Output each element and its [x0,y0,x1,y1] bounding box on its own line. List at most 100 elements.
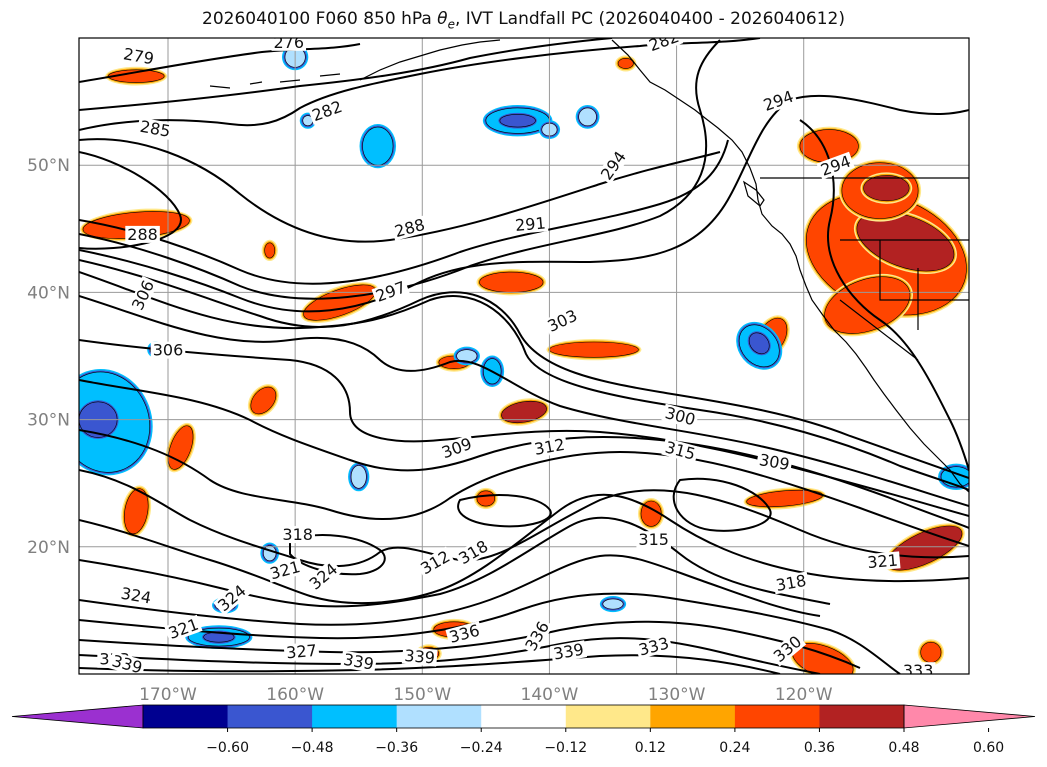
contour-label-background [900,662,936,674]
colorbar-tick-label: 0.36 [804,740,835,756]
contour-282 [79,38,613,111]
contour-306 [79,295,969,507]
contour-label-background [266,557,304,583]
colorbar-extend-low [11,704,144,729]
ivt-shade-core [602,598,624,610]
contour-label-background [531,435,569,459]
ivt-shade-core [362,126,394,166]
colorbar-tick-label: −0.48 [291,740,334,756]
contour-label-background [634,633,673,660]
contour-label-background [437,434,476,462]
contour-label-background [271,38,307,51]
contour-label-background [340,650,378,674]
contour-label-background [816,151,855,180]
ivt-shade-core [617,58,634,69]
contour-label: 339 [404,646,436,668]
colorbar-segment [565,705,651,728]
ivt-shade-core [549,341,639,358]
plot-frame [78,37,970,675]
contour-label-background [390,215,429,241]
colorbar [11,704,1036,729]
north-america-coast [611,39,969,493]
ivt-shade-core [479,271,544,293]
contour-label-background [512,214,549,235]
contour-label-background [772,571,810,595]
contour-label-background [661,403,700,429]
page-title: 2026040100 F060 850 hPa θe, IVT Landfall… [0,9,1047,31]
contour-label-background [864,551,901,572]
contour-303 [79,271,969,491]
contour-label-background [543,305,582,336]
lon-tick-label: 150°W [393,685,451,705]
contour-label: 318 [282,525,313,544]
colorbar-extend-high [903,704,1036,729]
aleutian-islands [209,73,341,89]
contour-label-background [125,225,160,243]
title-suffix: , IVT Landfall PC (2026040400 - 20260406… [454,9,845,29]
contour-label-background [280,526,315,544]
contour-327 [79,554,821,626]
contour-label-background [128,275,159,315]
contour-label-background [120,44,158,68]
contour-midlat-loop [457,494,552,528]
title-theta: θ [437,9,448,29]
contour-312 [79,379,969,529]
contour-label-background [636,531,671,549]
contour-label-background [416,546,455,579]
contour-label-background [304,558,343,595]
ivt-shade-core [856,211,955,272]
contour-label-background [550,640,588,663]
title-theta-sub-text: e [447,17,455,32]
contour-285 [79,38,761,131]
ivt-shade-core [578,107,597,127]
contour-288-a [79,151,182,250]
contour-324 [79,516,831,608]
colorbar-segment [227,705,313,728]
contour-label: 276 [274,33,305,52]
longitude-tick-labels: 170°W 160°W 150°W 140°W 130°W 120°W [139,685,833,705]
ivt-shade-core [476,490,496,507]
ivt-shade-core [920,641,942,663]
contour-label-background [445,621,484,647]
contour-east-loop [672,477,772,532]
contour-321 [79,493,969,605]
contour-label-background [150,341,186,359]
colorbar-segment [819,705,905,728]
lat-tick-label: 50°N [27,156,70,176]
colorbar-tick-label: 0.24 [719,740,750,756]
title-prefix: 2026040100 F060 850 hPa [202,9,438,29]
lon-tick-label: 130°W [648,685,706,705]
contour-label-background [768,631,807,667]
lon-tick-label: 170°W [139,685,197,705]
lat-tick-label: 40°N [27,283,70,303]
contour-label-background [164,614,203,643]
ivt-shade-core [499,114,536,128]
contour-label-background [108,651,147,674]
colorbar-tick-label: −0.60 [206,740,249,756]
contour-label-background [213,580,251,616]
contour-label: 333 [903,661,934,680]
ivt-shade-core [863,175,910,202]
theta-e-contours [79,38,969,674]
colorbar-segment [396,705,482,728]
colorbar-segment [734,705,820,728]
contour-label-background [117,584,155,607]
ivt-shade-core [748,332,770,355]
contour-300 [79,259,969,479]
contour-label-background [661,437,700,464]
alaska-peninsula [359,39,501,81]
colorbar-segment [143,705,229,728]
coastlines [209,39,969,493]
contour-288-b [79,138,721,243]
colorbar-tick-labels: −0.60 −0.48 −0.36 −0.24 −0.12 0.12 0.24 0.36 0.4… [206,728,1004,756]
ivt-shade-core [501,400,547,424]
colorbar-frame [142,704,905,729]
contour-294 [79,39,721,300]
title-theta-subscript: e [448,17,455,31]
colorbar-tick-label: −0.36 [375,740,418,756]
contour-336 [79,637,821,674]
contour-coastal-inland [799,119,969,471]
latitude-tick-labels: 50°N 40°N 30°N 20°N [27,156,70,558]
contour-315 [79,429,969,547]
contour-label-background [401,646,438,667]
